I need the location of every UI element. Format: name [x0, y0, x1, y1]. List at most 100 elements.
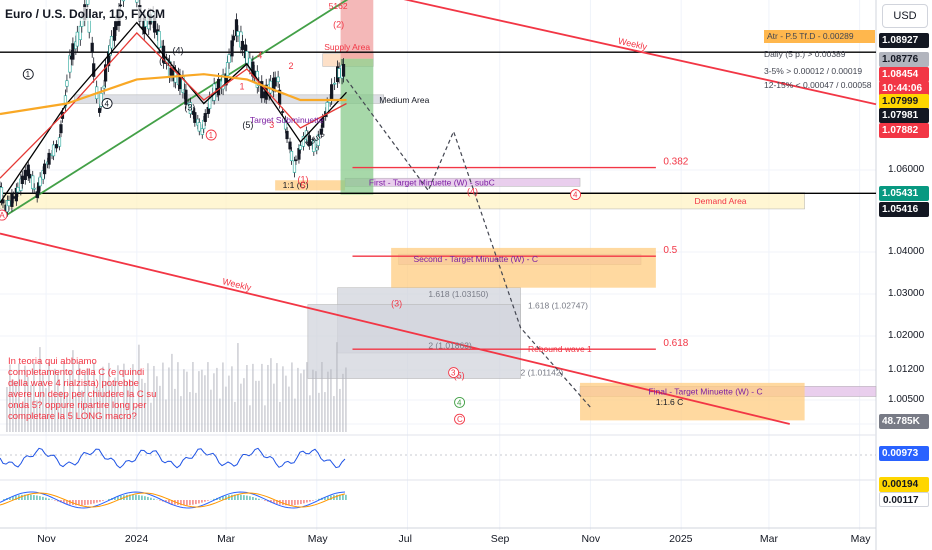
- volume-bar: [243, 378, 245, 432]
- volume-bar: [69, 370, 71, 432]
- macd-histogram-bar: [78, 500, 80, 506]
- candle-body: [316, 134, 320, 146]
- candle-body: [188, 102, 192, 114]
- x-axis-label: May: [307, 533, 328, 545]
- macd-histogram-bar: [231, 494, 233, 500]
- wave-label-6: (4): [467, 187, 478, 197]
- volume-bar: [231, 366, 233, 432]
- candle-body: [10, 193, 14, 207]
- macd-histogram-bar: [102, 500, 104, 501]
- macd-histogram-bar: [54, 500, 56, 501]
- candle-body: [341, 64, 346, 77]
- candle-body: [32, 187, 36, 190]
- candle-body: [285, 130, 289, 140]
- volume-bar: [216, 367, 218, 432]
- candle-body: [20, 175, 24, 184]
- symbol-title[interactable]: Euro / U.S. Dollar, 1D, FXCM: [3, 7, 168, 21]
- price-label: 0.00973: [879, 446, 929, 461]
- candle-body: [78, 25, 82, 40]
- macd-histogram-bar: [273, 500, 275, 504]
- volume-bar: [264, 405, 266, 432]
- macd-histogram-bar: [36, 495, 38, 500]
- candle-body: [16, 187, 20, 193]
- macd-histogram-bar: [9, 497, 11, 500]
- volume-bar: [186, 371, 188, 432]
- chart-annotation-3: 1:1.6 C: [656, 397, 683, 407]
- macd-histogram-bar: [318, 498, 320, 500]
- circled-wave-1: [22, 68, 34, 80]
- macd-histogram-bar: [243, 495, 245, 500]
- macd-histogram-bar: [39, 496, 41, 500]
- zone-label-4: Second - Target Minuette (W) - C: [413, 254, 538, 264]
- macd-histogram-bar: [189, 500, 191, 506]
- volume-bar: [30, 385, 32, 432]
- macd-histogram-bar: [291, 500, 293, 506]
- macd-histogram-bar: [258, 498, 260, 500]
- candle-body: [169, 67, 173, 76]
- macd-histogram-bar: [150, 497, 152, 500]
- projection-path: [346, 79, 591, 408]
- moving-average-1: [0, 31, 347, 179]
- volume-bar: [114, 377, 116, 432]
- volume-bar: [150, 402, 152, 432]
- circled-wave-label-6: C: [457, 415, 463, 424]
- wave-label-9: 4: [257, 51, 262, 61]
- volume-bar: [174, 388, 176, 432]
- volume-bar: [66, 393, 68, 432]
- zone-2: [0, 192, 805, 210]
- volume-bar: [339, 388, 341, 432]
- macd-histogram-bar: [234, 494, 236, 500]
- candle-body: [38, 176, 42, 187]
- macd-histogram-bar: [192, 500, 194, 505]
- macd-histogram-bar: [342, 494, 344, 500]
- price-label: 1.05431: [879, 186, 929, 201]
- candle-body: [276, 76, 280, 82]
- volume-bar: [300, 373, 302, 432]
- candle-body: [227, 54, 231, 63]
- macd-histogram-bar: [336, 494, 338, 500]
- zone-label-7: 2 (1.01863): [428, 340, 472, 350]
- macd-histogram-bar: [87, 500, 89, 505]
- volume-bar: [183, 369, 185, 432]
- volume-bar: [84, 372, 86, 432]
- circled-wave-label-5: 4: [457, 398, 462, 407]
- wave-label-2: (1): [159, 56, 170, 66]
- volume-bar: [249, 405, 251, 432]
- volume-bar: [279, 401, 281, 432]
- signal-line: [0, 492, 346, 508]
- zone-label-2: Demand Area: [695, 196, 747, 206]
- candle-body: [92, 63, 96, 77]
- macd-histogram-bar: [309, 500, 311, 502]
- chart-annotation-0: 1.618 (1.02747): [528, 300, 588, 310]
- circled-wave-label-1: 1: [26, 70, 31, 79]
- price-label: 48.785K: [879, 414, 929, 429]
- volume-bar: [27, 376, 29, 432]
- volume-bar: [93, 362, 95, 432]
- volume-bar: [222, 362, 224, 432]
- fib-label-1: 0.5: [663, 245, 677, 256]
- volume-bar: [336, 342, 338, 432]
- circled-wave-label-4: 3: [451, 369, 456, 378]
- volume-bar: [24, 365, 26, 432]
- circled-wave-label-3: 4: [573, 191, 578, 200]
- volume-bar: [162, 362, 164, 432]
- candle-body: [230, 40, 234, 57]
- macd-histogram-bar: [96, 500, 98, 503]
- volume-bar: [102, 366, 104, 432]
- volume-bar: [81, 390, 83, 432]
- currency-button[interactable]: USD: [882, 4, 928, 28]
- y-axis-tick: 1.02000: [888, 330, 925, 341]
- candle-body: [103, 64, 108, 82]
- volume-bar: [60, 391, 62, 432]
- macd-histogram-bar: [198, 500, 200, 504]
- volume-bar: [276, 363, 278, 432]
- macd-histogram-bar: [276, 500, 278, 505]
- candle-body: [184, 89, 188, 105]
- candle-body: [292, 160, 297, 173]
- volume-bar: [72, 350, 74, 432]
- candle-body: [23, 169, 27, 180]
- volume-bar: [270, 358, 272, 432]
- candle-body: [236, 31, 240, 37]
- volume-bar: [333, 396, 335, 432]
